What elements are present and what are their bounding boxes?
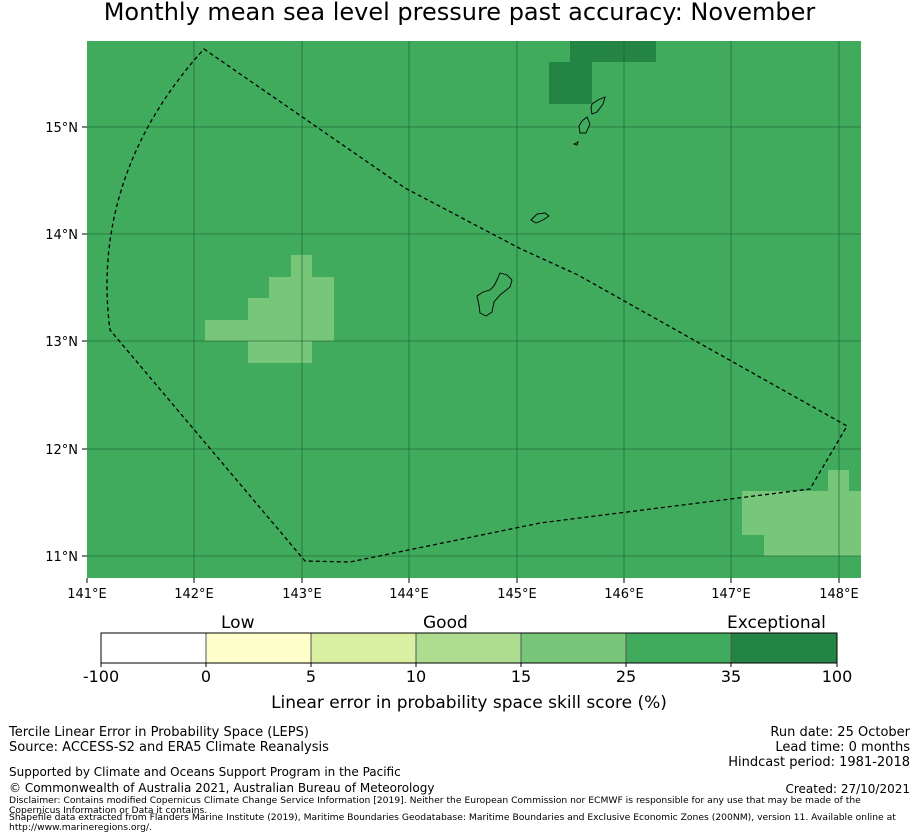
- x-tick-label: 148°E: [819, 587, 859, 602]
- colorbar-segment: [311, 633, 416, 663]
- x-tick-label: 146°E: [604, 587, 644, 602]
- colorbar-tick-label: 10: [405, 667, 427, 686]
- footer-run-date: Run date: 25 October: [770, 725, 910, 740]
- y-tick-label: 15°N: [45, 121, 78, 136]
- footer-method: Tercile Linear Error in Probability Spac…: [9, 725, 309, 740]
- colorbar-segment: [731, 633, 837, 663]
- islands: [476, 96, 606, 317]
- eez-boundary: [106, 48, 848, 563]
- y-tick-label: 14°N: [45, 228, 78, 243]
- map-area: [87, 41, 861, 578]
- footer-source: Source: ACCESS-S2 and ERA5 Climate Reana…: [9, 740, 329, 755]
- footer-shapefile: Shapefile data extracted from Flanders M…: [9, 812, 896, 823]
- colorbar-segment: [206, 633, 311, 663]
- skill-patch-north: [549, 41, 656, 104]
- colorbar-segment: [626, 633, 731, 663]
- footer-lead-time: Lead time: 0 months: [775, 740, 910, 755]
- footer-disclaimer: Disclaimer: Contains modified Copernicus…: [9, 795, 861, 806]
- skill-patch-southeast: [742, 470, 861, 556]
- footer-shapefile-url: http://www.marineregions.org/.: [9, 822, 152, 833]
- footer-hindcast: Hindcast period: 1981-2018: [728, 755, 910, 770]
- island-rota: [530, 212, 550, 224]
- island-saipan: [590, 96, 606, 115]
- footer-copyright: © Commonwealth of Australia 2021, Austra…: [9, 781, 435, 795]
- colorbar-segment: [101, 633, 206, 663]
- x-tick-label: 142°E: [174, 587, 214, 602]
- x-tick-label: 141°E: [67, 587, 107, 602]
- colorbar-category-exceptional: Exceptional: [727, 613, 826, 633]
- y-tick-label: 12°N: [45, 443, 78, 458]
- colorbar-tick-label: 100: [821, 667, 853, 686]
- island-tinian: [578, 116, 591, 134]
- colorbar-segment: [521, 633, 626, 663]
- colorbar-tick-label: 25: [615, 667, 637, 686]
- x-tick-label: 145°E: [497, 587, 537, 602]
- colorbar-label: Linear error in probability space skill …: [271, 693, 667, 713]
- colorbar-category-low: Low: [221, 613, 255, 633]
- page-title: Monthly mean sea level pressure past acc…: [103, 0, 816, 26]
- y-tick-label: 11°N: [45, 550, 78, 565]
- colorbar-tick-label: 0: [200, 667, 212, 686]
- y-tick-label: 13°N: [45, 335, 78, 350]
- map-tick-marks: [82, 126, 840, 583]
- footer-disclaimer-cont: Copernicus Information or Data it contai…: [9, 805, 208, 816]
- colorbar: [100, 632, 838, 667]
- colorbar-tick-label: 35: [720, 667, 742, 686]
- x-tick-label: 143°E: [282, 587, 322, 602]
- colorbar-segment: [416, 633, 521, 663]
- island-aguijan: [572, 141, 579, 146]
- island-guam: [476, 272, 513, 317]
- colorbar-tick-label: 15: [510, 667, 532, 686]
- x-tick-label: 144°E: [389, 587, 429, 602]
- footer-support: Supported by Climate and Oceans Support …: [9, 765, 401, 779]
- colorbar-frame: [100, 632, 838, 664]
- colorbar-tick-label: 5: [305, 667, 317, 686]
- map-gridlines: [87, 41, 861, 578]
- colorbar-tick-label: -100: [82, 667, 120, 686]
- footer-created: Created: 27/10/2021: [785, 782, 910, 796]
- colorbar-category-good: Good: [423, 613, 468, 633]
- x-tick-label: 147°E: [711, 587, 751, 602]
